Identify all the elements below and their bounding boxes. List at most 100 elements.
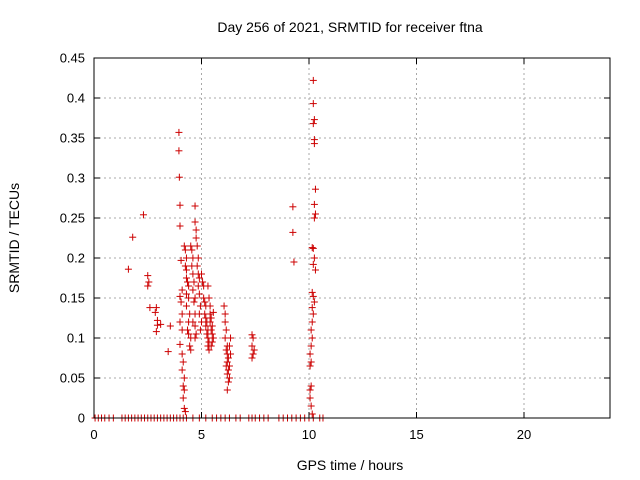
data-point [309, 260, 317, 268]
data-point [179, 394, 187, 402]
data-point [124, 265, 132, 273]
data-point [199, 278, 207, 286]
x-tick-label: 10 [302, 427, 316, 442]
data-point [224, 366, 232, 374]
data-point [290, 258, 298, 266]
data-point [311, 185, 319, 193]
data-point [308, 334, 316, 342]
data-point [248, 342, 256, 350]
data-point [182, 290, 190, 298]
data-point [184, 326, 192, 334]
data-point [204, 282, 212, 290]
data-point [182, 302, 190, 310]
data-point [153, 321, 161, 329]
data-point [308, 318, 316, 326]
y-tick-label: 0.1 [67, 331, 85, 346]
data-point [225, 342, 233, 350]
data-point [223, 358, 231, 366]
data-point [308, 410, 316, 418]
grid-lines [94, 58, 610, 418]
data-point [196, 326, 204, 334]
data-point [190, 298, 198, 306]
data-point [207, 326, 215, 334]
data-point [192, 330, 200, 338]
data-point [182, 266, 190, 274]
data-point [191, 322, 199, 330]
data-point [180, 242, 188, 250]
data-point [209, 334, 217, 342]
data-point [176, 340, 184, 348]
data-point [145, 278, 153, 286]
data-point [227, 334, 235, 342]
data-point [225, 374, 233, 382]
data-point [191, 202, 199, 210]
y-tick-label: 0 [78, 411, 85, 426]
data-point [205, 346, 213, 354]
data-point [180, 386, 188, 394]
data-point [185, 282, 193, 290]
data-point [223, 370, 231, 378]
data-point [310, 214, 318, 222]
data-point [289, 228, 297, 236]
data-point [227, 350, 235, 358]
data-point [175, 128, 183, 136]
data-point [311, 266, 319, 274]
plot-frame [93, 57, 611, 419]
data-point [310, 140, 318, 148]
data-point [176, 318, 184, 326]
data-point [178, 350, 186, 358]
data-point [250, 346, 258, 354]
data-point [189, 286, 197, 294]
data-point [306, 350, 314, 358]
data-point [175, 147, 183, 155]
data-point [249, 334, 257, 342]
data-point [178, 286, 186, 294]
data-point [201, 298, 209, 306]
data-point [179, 358, 187, 366]
data-point [187, 242, 195, 250]
data-point [208, 330, 216, 338]
data-point [187, 346, 195, 354]
data-point [224, 378, 232, 386]
data-point [129, 233, 137, 241]
data-point [307, 358, 315, 366]
data-point [222, 346, 230, 354]
data-point [224, 354, 232, 362]
data-point [208, 338, 216, 346]
data-point [186, 342, 194, 350]
x-axis-label: GPS time / hours [297, 457, 404, 473]
data-point [223, 386, 231, 394]
data-point [311, 210, 319, 218]
x-tick-label: 5 [198, 427, 205, 442]
y-tick-label: 0.05 [60, 371, 85, 386]
data-point [180, 374, 188, 382]
data-point [222, 326, 230, 334]
data-point [181, 246, 189, 254]
data-point [179, 382, 187, 390]
data-point [193, 262, 201, 270]
data-point [192, 226, 200, 234]
y-tick-label: 0.2 [67, 251, 85, 266]
y-tick-label: 0.35 [60, 131, 85, 146]
data-point [164, 348, 172, 356]
data-point [184, 278, 192, 286]
data-point [191, 334, 199, 342]
data-point [202, 322, 210, 330]
data-point [249, 350, 257, 358]
data-point [289, 203, 297, 211]
data-point [307, 382, 315, 390]
data-point [198, 270, 205, 278]
data-point [178, 310, 186, 318]
data-point [185, 330, 193, 338]
data-point [176, 292, 184, 300]
data-point [206, 318, 214, 326]
data-point [310, 200, 318, 208]
data-point [306, 394, 314, 402]
data-points [91, 76, 327, 422]
data-point [177, 298, 185, 306]
data-point [176, 201, 184, 209]
data-point [139, 211, 147, 219]
data-point [178, 366, 186, 374]
data-point [185, 294, 193, 302]
data-point [307, 402, 315, 410]
